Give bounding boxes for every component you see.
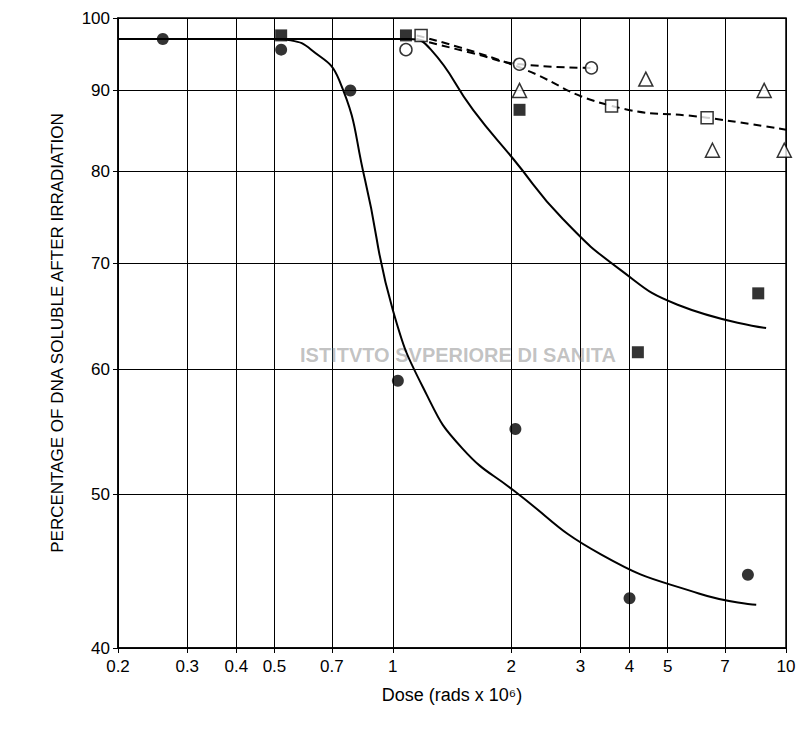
svg-text:2: 2 bbox=[506, 657, 515, 676]
svg-text:7: 7 bbox=[720, 657, 729, 676]
svg-text:0.5: 0.5 bbox=[263, 657, 287, 676]
svg-text:Dose (rads x 10⁶): Dose (rads x 10⁶) bbox=[382, 685, 522, 705]
svg-text:60: 60 bbox=[91, 360, 110, 379]
svg-text:0.4: 0.4 bbox=[225, 657, 249, 676]
svg-text:90: 90 bbox=[91, 81, 110, 100]
svg-text:4: 4 bbox=[625, 657, 634, 676]
svg-text:50: 50 bbox=[91, 485, 110, 504]
svg-text:3: 3 bbox=[576, 657, 585, 676]
svg-text:0.7: 0.7 bbox=[320, 657, 344, 676]
svg-text:5: 5 bbox=[663, 657, 672, 676]
svg-text:10: 10 bbox=[777, 657, 796, 676]
svg-text:40: 40 bbox=[91, 639, 110, 658]
svg-text:0.2: 0.2 bbox=[106, 657, 130, 676]
svg-text:ISTITVTO SVPERIORE DI SANITA: ISTITVTO SVPERIORE DI SANITA bbox=[300, 344, 616, 366]
svg-text:100: 100 bbox=[82, 9, 110, 28]
svg-text:PERCENTAGE OF DNA SOLUBLE AFTE: PERCENTAGE OF DNA SOLUBLE AFTER IRRADIAT… bbox=[48, 113, 67, 553]
svg-text:1: 1 bbox=[388, 657, 397, 676]
svg-text:80: 80 bbox=[91, 162, 110, 181]
svg-text:0.3: 0.3 bbox=[175, 657, 199, 676]
svg-text:70: 70 bbox=[91, 254, 110, 273]
